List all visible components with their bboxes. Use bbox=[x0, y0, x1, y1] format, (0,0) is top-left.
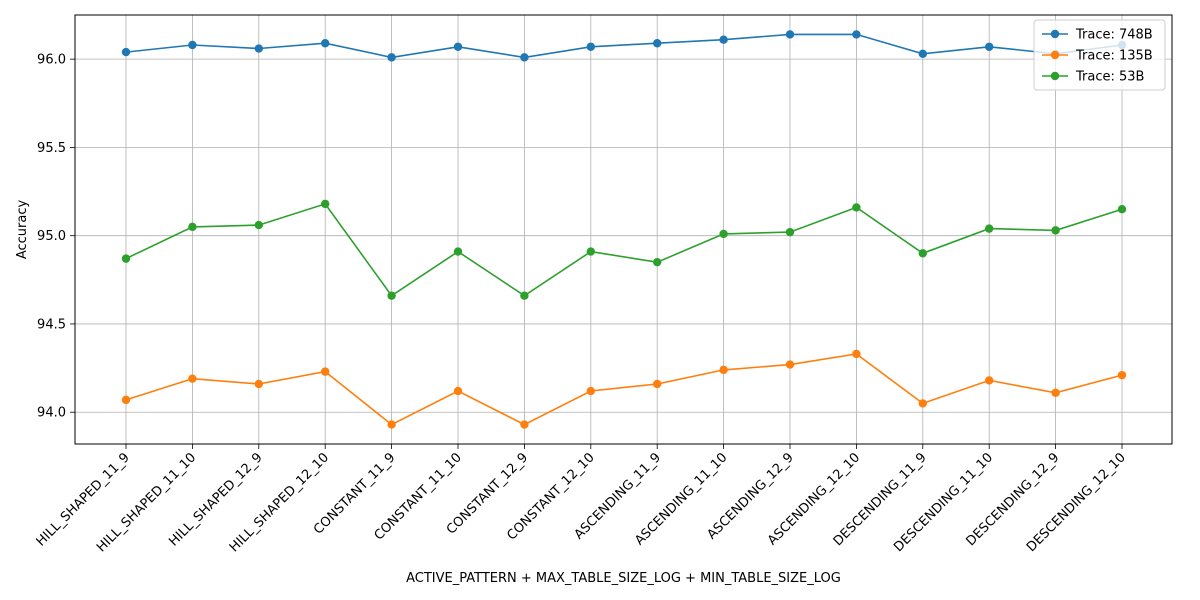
data-point bbox=[653, 39, 662, 48]
y-tick-label: 94.0 bbox=[37, 406, 66, 421]
grid-lines bbox=[75, 15, 1172, 444]
data-point bbox=[1117, 370, 1127, 380]
data-point bbox=[1051, 388, 1060, 398]
data-point bbox=[785, 227, 795, 237]
data-point bbox=[188, 40, 197, 50]
series-1 bbox=[121, 30, 1127, 62]
data-point bbox=[918, 49, 927, 59]
data-point bbox=[586, 42, 595, 51]
data-point bbox=[387, 420, 396, 429]
series-line bbox=[125, 353, 1123, 426]
x-axis-label: ACTIVE_PATTERN + MAX_TABLE_SIZE_LOG + MI… bbox=[406, 571, 841, 586]
series-3 bbox=[121, 199, 1127, 300]
series-line bbox=[125, 33, 1123, 59]
data-point bbox=[985, 376, 994, 385]
data-point bbox=[387, 291, 396, 300]
data-point bbox=[520, 53, 529, 62]
legend-entry: Trace: 135B bbox=[1042, 49, 1153, 64]
data-point bbox=[719, 35, 728, 44]
data-point bbox=[918, 249, 927, 258]
plot-area-frame bbox=[74, 14, 1173, 445]
data-point bbox=[586, 386, 595, 396]
data-point bbox=[254, 379, 263, 389]
data-point bbox=[121, 395, 131, 405]
data-point bbox=[321, 367, 330, 376]
data-point bbox=[719, 365, 728, 375]
y-tick-label: 96.0 bbox=[37, 53, 66, 68]
legend-label: Trace: 748B bbox=[1075, 28, 1153, 43]
series-lines bbox=[121, 30, 1127, 429]
series-line bbox=[125, 202, 1123, 297]
data-point bbox=[321, 199, 330, 209]
data-point bbox=[453, 247, 463, 256]
data-point bbox=[121, 47, 131, 57]
x-axis-ticks: HILL_SHAPED_11_9HILL_SHAPED_11_10HILL_SH… bbox=[34, 444, 1129, 555]
data-point bbox=[321, 39, 330, 48]
y-tick-label: 95.0 bbox=[37, 229, 66, 244]
data-point bbox=[121, 254, 131, 263]
data-point bbox=[918, 399, 927, 408]
data-point bbox=[785, 30, 795, 39]
data-point bbox=[586, 247, 595, 256]
data-point bbox=[1051, 226, 1060, 235]
data-point bbox=[254, 220, 263, 230]
data-point bbox=[852, 30, 861, 39]
data-point bbox=[453, 42, 463, 51]
legend-marker bbox=[1050, 29, 1060, 39]
data-point bbox=[785, 360, 795, 369]
y-tick-label: 94.5 bbox=[37, 317, 66, 332]
data-point bbox=[653, 379, 662, 389]
data-point bbox=[520, 291, 529, 300]
legend-entry: Trace: 748B bbox=[1042, 28, 1153, 43]
data-point bbox=[387, 53, 396, 62]
legend-marker bbox=[1050, 71, 1060, 81]
data-point bbox=[985, 42, 994, 51]
data-point bbox=[985, 224, 994, 233]
data-point bbox=[254, 44, 263, 53]
y-axis-ticks: 94.0 94.5 95.0 95.5 96.0 bbox=[37, 53, 75, 421]
data-point bbox=[852, 349, 861, 359]
legend-marker bbox=[1050, 50, 1060, 60]
data-point bbox=[719, 229, 728, 239]
legend-entry: Trace: 53B bbox=[1042, 70, 1144, 85]
legend-box bbox=[1033, 19, 1166, 91]
y-tick-label: 95.5 bbox=[37, 141, 66, 156]
data-point bbox=[188, 374, 197, 383]
y-axis-label: Accuracy bbox=[15, 200, 30, 260]
data-point bbox=[520, 420, 529, 429]
data-point bbox=[453, 386, 463, 396]
data-point bbox=[188, 222, 197, 232]
data-point bbox=[653, 257, 662, 267]
data-point bbox=[1117, 204, 1127, 214]
legend: Trace: 748B Trace: 135B Trace: 53B bbox=[1033, 19, 1166, 91]
data-point bbox=[852, 203, 861, 212]
legend-label: Trace: 135B bbox=[1075, 49, 1153, 64]
legend-label: Trace: 53B bbox=[1075, 70, 1144, 85]
series-2 bbox=[121, 349, 1127, 429]
